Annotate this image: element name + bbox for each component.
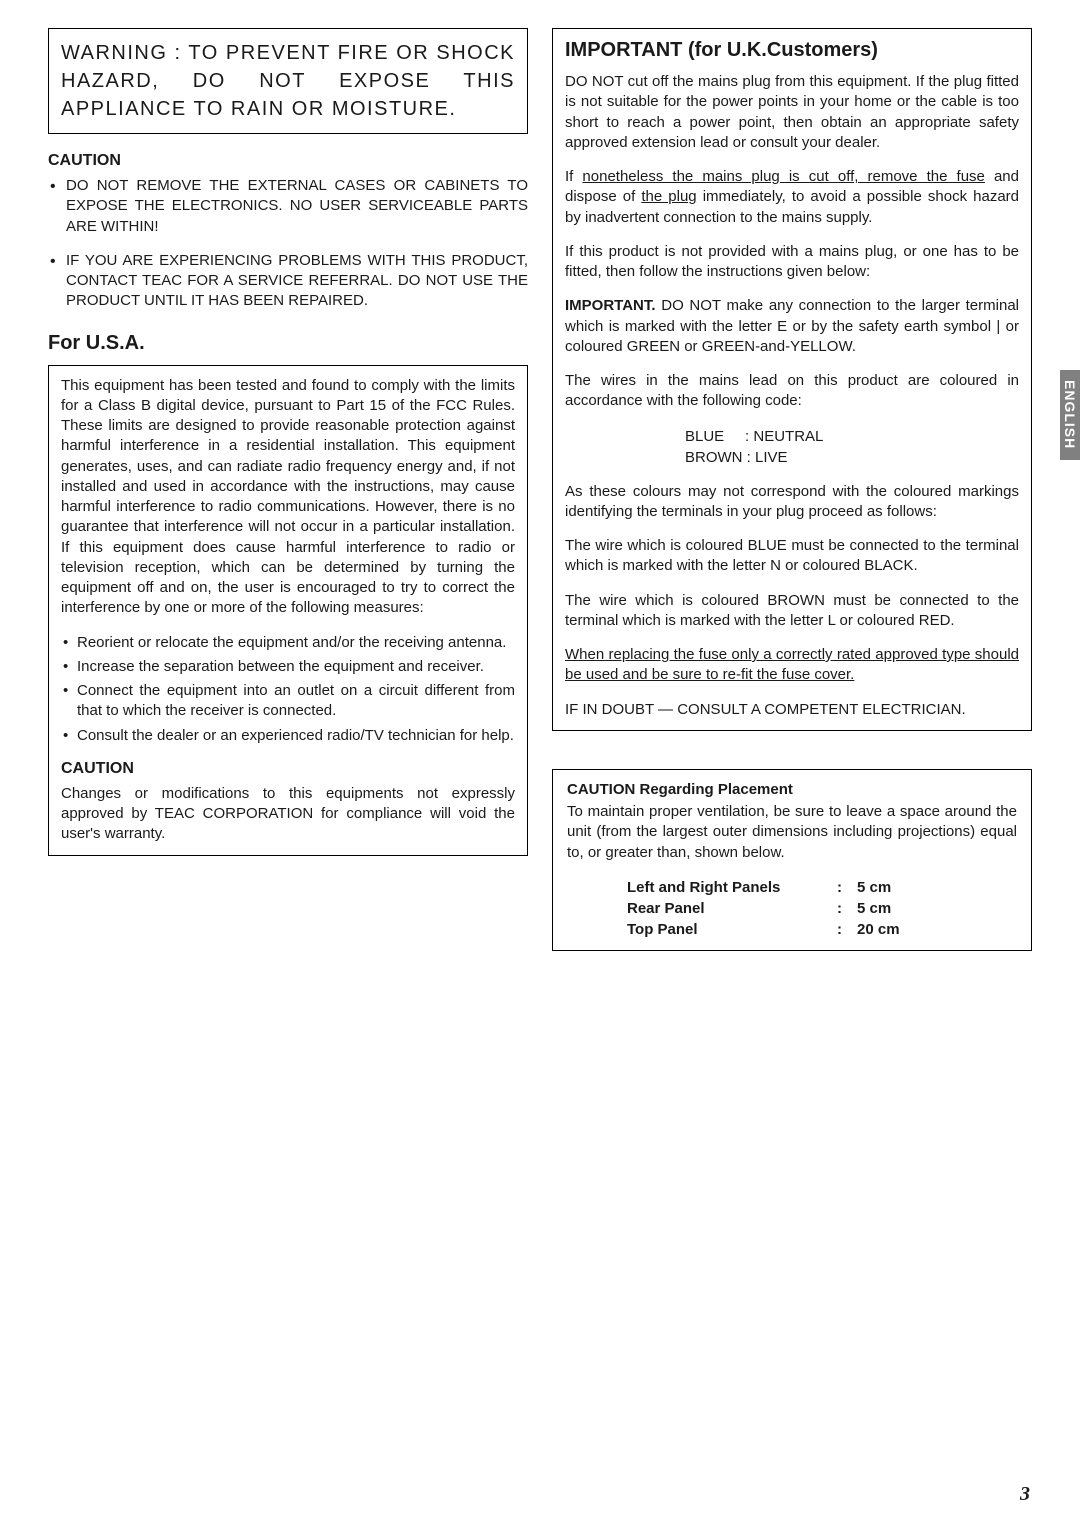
placement-label: Left and Right Panels — [627, 877, 837, 898]
placement-val: 5 cm — [857, 877, 891, 898]
placement-label: Rear Panel — [627, 898, 837, 919]
two-column-layout: WARNING : TO PREVENT FIRE OR SHOCK HAZAR… — [48, 28, 1032, 969]
placement-row: Top Panel : 20 cm — [627, 919, 1017, 940]
uk-p2-u2: the plug — [641, 188, 696, 205]
warning-box: WARNING : TO PREVENT FIRE OR SHOCK HAZAR… — [48, 28, 528, 134]
uk-p2: If nonetheless the mains plug is cut off… — [565, 167, 1019, 228]
caution-bullet: IF YOU ARE EXPERIENCING PROBLEMS WITH TH… — [48, 251, 528, 312]
uk-p1: DO NOT cut off the mains plug from this … — [565, 72, 1019, 153]
placement-table: Left and Right Panels : 5 cm Rear Panel … — [627, 877, 1017, 940]
caution-heading: CAUTION — [48, 152, 528, 170]
usa-body: This equipment has been tested and found… — [61, 376, 515, 619]
uk-p9: When replacing the fuse only a correctly… — [565, 645, 1019, 686]
right-column: IMPORTANT (for U.K.Customers) DO NOT cut… — [552, 28, 1032, 969]
placement-val: 20 cm — [857, 919, 900, 940]
usa-heading: For U.S.A. — [48, 332, 528, 355]
placement-head: CAUTION Regarding Placement — [567, 780, 1017, 800]
uk-p2-a: If — [565, 168, 582, 185]
placement-row: Rear Panel : 5 cm — [627, 898, 1017, 919]
placement-head-text: CAUTION Regarding Placement — [567, 781, 793, 798]
placement-colon: : — [837, 877, 857, 898]
usa-bullet: Increase the separation between the equi… — [61, 657, 515, 677]
caution-bullet: DO NOT REMOVE THE EXTERNAL CASES OR CABI… — [48, 176, 528, 237]
usa-bullet: Connect the equipment into an outlet on … — [61, 681, 515, 722]
placement-label: Top Panel — [627, 919, 837, 940]
usa-box: This equipment has been tested and found… — [48, 365, 528, 856]
placement-colon: : — [837, 898, 857, 919]
caution-heading-2: CAUTION — [61, 760, 515, 778]
usa-bullet: Consult the dealer or an experienced rad… — [61, 726, 515, 746]
uk-heading: IMPORTANT (for U.K.Customers) — [565, 39, 1019, 62]
uk-p5: The wires in the mains lead on this prod… — [565, 371, 1019, 412]
caution-bullets: DO NOT REMOVE THE EXTERNAL CASES OR CABI… — [48, 176, 528, 312]
uk-p6: As these colours may not correspond with… — [565, 482, 1019, 523]
language-tab: ENGLISH — [1060, 370, 1080, 460]
placement-row: Left and Right Panels : 5 cm — [627, 877, 1017, 898]
caution-body-2: Changes or modifications to this equipme… — [61, 784, 515, 845]
wire-codes: BLUE : NEUTRAL BROWN : LIVE — [685, 426, 1019, 468]
uk-p4-head: IMPORTANT. — [565, 297, 656, 314]
wire-brown: BROWN : LIVE — [685, 447, 1019, 468]
wire-blue: BLUE : NEUTRAL — [685, 426, 1019, 447]
uk-p2-u1: nonetheless the mains plug is cut off, r… — [582, 168, 984, 185]
usa-bullet: Reorient or relocate the equipment and/o… — [61, 633, 515, 653]
placement-colon: : — [837, 919, 857, 940]
uk-p4: IMPORTANT. DO NOT make any connection to… — [565, 296, 1019, 357]
uk-box: IMPORTANT (for U.K.Customers) DO NOT cut… — [552, 28, 1032, 731]
uk-p10: IF IN DOUBT — CONSULT A COMPETENT ELECTR… — [565, 700, 1019, 720]
page-number: 3 — [1020, 1483, 1030, 1506]
uk-p3: If this product is not provided with a m… — [565, 242, 1019, 283]
left-column: WARNING : TO PREVENT FIRE OR SHOCK HAZAR… — [48, 28, 528, 969]
placement-box: CAUTION Regarding Placement To maintain … — [552, 769, 1032, 951]
usa-bullets: Reorient or relocate the equipment and/o… — [61, 633, 515, 746]
placement-val: 5 cm — [857, 898, 891, 919]
warning-text: WARNING : TO PREVENT FIRE OR SHOCK HAZAR… — [61, 39, 515, 123]
uk-p7: The wire which is coloured BLUE must be … — [565, 536, 1019, 577]
uk-p8: The wire which is coloured BROWN must be… — [565, 591, 1019, 632]
placement-body: To maintain proper ventilation, be sure … — [567, 802, 1017, 863]
